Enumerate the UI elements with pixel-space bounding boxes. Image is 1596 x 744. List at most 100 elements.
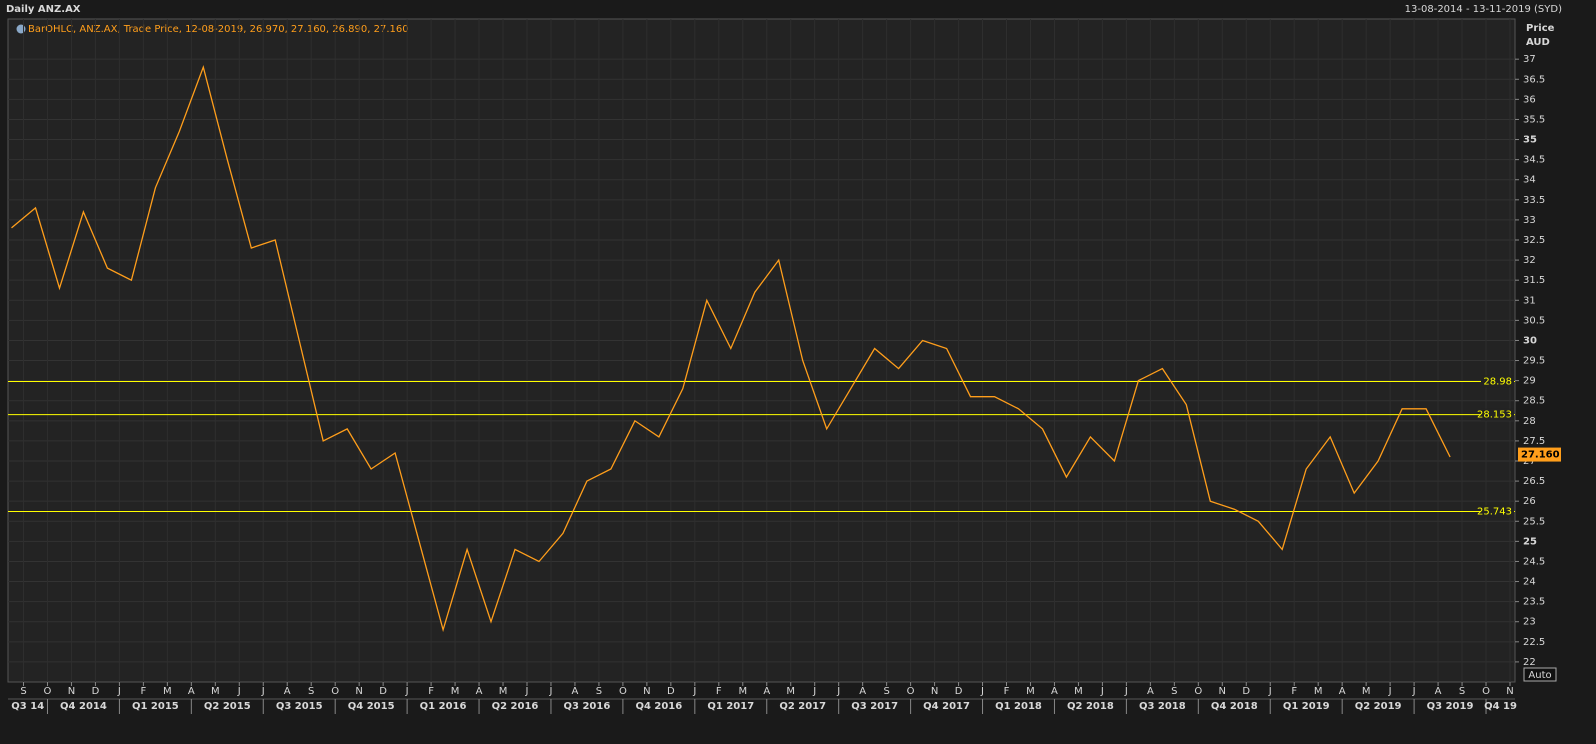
y-tick-label: 36.5 <box>1523 74 1545 85</box>
x-tick-label: J <box>1124 686 1128 697</box>
x-tick-label: S <box>1171 686 1177 697</box>
x-tick-label: D <box>667 686 675 697</box>
y-tick-label: 31.5 <box>1523 275 1545 286</box>
reference-label: 28.98 <box>1483 376 1512 387</box>
x-tick-label: J <box>117 686 121 697</box>
x-tick-label: J <box>405 686 409 697</box>
y-tick-label: 36 <box>1523 94 1536 105</box>
last-price-tag <box>1518 447 1561 462</box>
y-axis-label: AUD <box>1526 37 1550 48</box>
y-tick-label: 22 <box>1523 657 1536 668</box>
x-tick-label: M <box>738 686 747 697</box>
x-tick-label: A <box>1147 686 1154 697</box>
x-tick-label: O <box>1194 686 1202 697</box>
quarter-label: Q4 2016 <box>635 701 682 712</box>
quarter-label: Q1 2015 <box>132 701 179 712</box>
x-tick-label: N <box>1506 686 1513 697</box>
reference-label-box <box>1481 505 1514 518</box>
y-tick-label: 25 <box>1523 536 1537 547</box>
x-tick-label: M <box>499 686 508 697</box>
x-tick-label: S <box>883 686 889 697</box>
x-tick-label: A <box>859 686 866 697</box>
x-tick-label: A <box>1435 686 1442 697</box>
x-tick-label: J <box>1412 686 1416 697</box>
y-tick-label: 35.5 <box>1523 114 1545 125</box>
x-tick-label: D <box>379 686 387 697</box>
x-tick-label: O <box>331 686 339 697</box>
x-tick-label: N <box>931 686 938 697</box>
x-tick-label: N <box>1219 686 1226 697</box>
auto-button[interactable] <box>1523 667 1557 682</box>
y-tick-label: 25.5 <box>1523 516 1545 527</box>
x-tick-label: J <box>237 686 241 697</box>
x-tick-label: O <box>907 686 915 697</box>
plot-area <box>7 18 1516 683</box>
x-tick-label: S <box>1459 686 1465 697</box>
y-tick-label: 26 <box>1523 496 1536 507</box>
x-tick-label: F <box>716 686 722 697</box>
x-tick-label: J <box>692 686 696 697</box>
x-tick-label: A <box>572 686 579 697</box>
x-tick-label: S <box>308 686 314 697</box>
quarter-label: Q4 2014 <box>60 701 107 712</box>
y-tick-label: 22.5 <box>1523 637 1545 648</box>
quarter-label: Q4 2015 <box>348 701 395 712</box>
x-tick-label: D <box>92 686 100 697</box>
x-tick-label: J <box>1100 686 1104 697</box>
quarter-label: Q1 2016 <box>420 701 467 712</box>
reference-label: 25.743 <box>1477 507 1512 518</box>
quarter-label: Q3 2016 <box>564 701 611 712</box>
x-tick-label: O <box>44 686 52 697</box>
y-tick-label: 23.5 <box>1523 597 1545 608</box>
x-tick-label: M <box>163 686 172 697</box>
x-tick-label: M <box>1026 686 1035 697</box>
legend-icon <box>16 24 26 34</box>
y-tick-label: 24.5 <box>1523 556 1545 567</box>
x-tick-label: J <box>812 686 816 697</box>
x-tick-label: F <box>1291 686 1297 697</box>
x-tick-label: J <box>548 686 552 697</box>
quarter-label: Q4 19 <box>1484 701 1517 712</box>
y-axis-label: Price <box>1526 23 1555 34</box>
quarter-label: Q2 2018 <box>1067 701 1114 712</box>
quarter-label: Q2 2015 <box>204 701 251 712</box>
quarter-label: Q2 2016 <box>492 701 539 712</box>
reference-label-box <box>1481 408 1514 421</box>
x-tick-label: J <box>836 686 840 697</box>
x-tick-label: F <box>140 686 146 697</box>
x-tick-label: J <box>525 686 529 697</box>
x-tick-label: N <box>643 686 650 697</box>
reference-label: 28.153 <box>1477 410 1512 421</box>
quarter-label: Q3 2018 <box>1139 701 1186 712</box>
x-tick-label: M <box>451 686 460 697</box>
legend-entry: BarOHLC, ANZ.AX, Trade Price, 12-08-2019… <box>28 24 409 35</box>
x-tick-label: J <box>1388 686 1392 697</box>
x-tick-label: A <box>284 686 291 697</box>
y-tick-label: 34 <box>1523 175 1536 186</box>
y-tick-label: 34.5 <box>1523 155 1545 166</box>
y-tick-label: 31 <box>1523 295 1536 306</box>
quarter-label: Q1 2019 <box>1283 701 1330 712</box>
x-tick-label: F <box>428 686 434 697</box>
x-tick-label: J <box>261 686 265 697</box>
x-tick-label: M <box>211 686 220 697</box>
auto-label[interactable]: Auto <box>1528 670 1551 681</box>
quarter-label: Q1 2018 <box>995 701 1042 712</box>
y-tick-label: 24 <box>1523 577 1536 588</box>
x-tick-label: J <box>980 686 984 697</box>
y-tick-label: 33.5 <box>1523 195 1545 206</box>
x-tick-label: M <box>1314 686 1323 697</box>
y-tick-label: 23 <box>1523 617 1536 628</box>
x-tick-label: N <box>68 686 75 697</box>
y-tick-label: 28 <box>1523 416 1536 427</box>
quarter-label: Q2 2017 <box>779 701 826 712</box>
x-tick-label: S <box>20 686 26 697</box>
x-tick-label: A <box>476 686 483 697</box>
quarter-label: Q4 2017 <box>923 701 970 712</box>
y-tick-label: 35 <box>1523 135 1537 146</box>
quarter-label: Q3 2019 <box>1427 701 1474 712</box>
x-tick-label: A <box>1051 686 1058 697</box>
x-tick-label: F <box>1004 686 1010 697</box>
x-tick-label: S <box>596 686 602 697</box>
